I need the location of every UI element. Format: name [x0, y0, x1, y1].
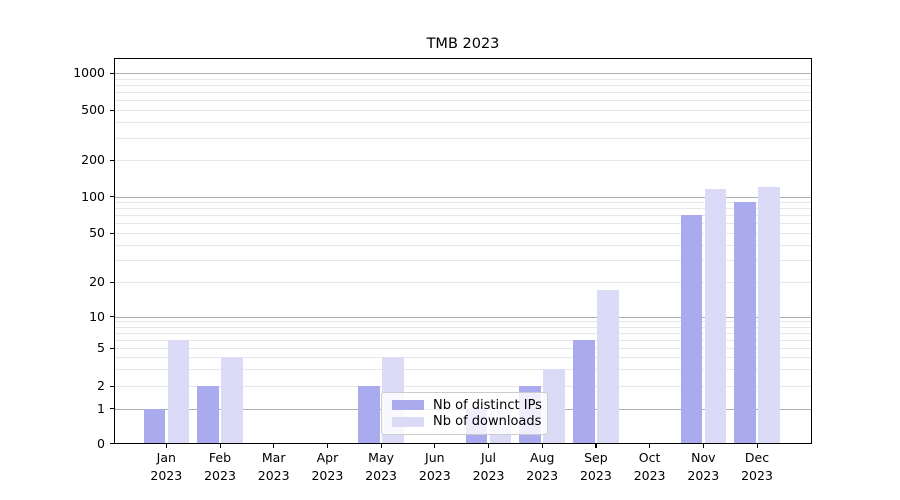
x-tick-mark — [434, 444, 436, 448]
y-gridline-major — [115, 196, 811, 198]
y-gridline-minor — [115, 202, 811, 204]
y-gridline-minor — [115, 208, 811, 210]
y-tick-mark — [110, 72, 114, 74]
y-tick-label: 1000 — [73, 64, 105, 80]
y-tick-mark — [110, 159, 114, 161]
x-tick-mark — [702, 444, 704, 448]
x-tick-mark — [273, 444, 275, 448]
y-tick-label: 200 — [81, 151, 105, 167]
y-gridline-minor — [115, 110, 811, 111]
x-tick-label: Apr 2023 — [311, 450, 344, 483]
x-tick-mark — [756, 444, 758, 448]
y-gridline-minor — [115, 332, 811, 334]
x-tick-mark — [165, 444, 167, 448]
bar-distinct-ips — [197, 386, 219, 444]
x-tick-mark — [595, 444, 597, 448]
y-gridline-minor — [115, 244, 811, 246]
y-gridline-minor — [115, 160, 811, 161]
y-tick-mark — [110, 232, 114, 234]
y-tick-mark — [110, 408, 114, 410]
y-tick-mark — [110, 196, 114, 198]
y-tick-mark — [110, 385, 114, 387]
x-tick-label: Aug 2023 — [526, 450, 559, 483]
y-tick-label: 10 — [89, 308, 105, 324]
y-gridline-minor — [115, 348, 811, 349]
y-gridline-minor — [115, 260, 811, 262]
y-gridline-minor — [115, 78, 811, 80]
y-tick-label: 20 — [89, 273, 105, 289]
x-tick-label: Jun 2023 — [418, 450, 451, 483]
y-gridline-minor — [115, 357, 811, 359]
x-tick-mark — [326, 444, 329, 448]
bar-distinct-ips — [573, 339, 595, 444]
y-tick-mark — [110, 443, 114, 445]
legend: Nb of distinct IPs Nb of downloads — [381, 392, 548, 435]
y-gridline-minor — [115, 339, 811, 341]
bar-downloads — [167, 339, 190, 444]
y-tick-label: 50 — [89, 224, 105, 240]
y-gridline-minor — [115, 100, 811, 102]
x-tick-label: Nov 2023 — [687, 450, 720, 483]
y-tick-label: 2 — [97, 377, 105, 393]
bar-downloads — [758, 186, 780, 444]
y-tick-mark — [110, 316, 114, 318]
y-tick-label: 100 — [81, 188, 105, 204]
y-gridline-minor — [115, 122, 811, 124]
y-tick-mark — [110, 109, 114, 111]
y-gridline-minor — [115, 137, 811, 139]
x-tick-label: Sep 2023 — [579, 450, 612, 483]
x-tick-mark — [541, 444, 543, 448]
bar-distinct-ips — [734, 202, 756, 444]
y-tick-mark — [110, 347, 114, 349]
bar-downloads — [543, 369, 565, 444]
y-gridline-major — [115, 73, 811, 74]
y-gridline-minor — [115, 215, 811, 217]
bar-downloads — [221, 357, 243, 444]
y-gridline-minor — [115, 386, 811, 387]
x-tick-mark — [219, 444, 221, 448]
bar-downloads — [704, 189, 727, 444]
y-tick-mark — [110, 281, 114, 283]
x-tick-label: Jan 2023 — [150, 450, 183, 483]
bar-downloads — [597, 290, 619, 444]
chart-title: TMB 2023 — [426, 36, 500, 52]
y-gridline-minor — [115, 369, 811, 371]
x-tick-label: Feb 2023 — [204, 450, 236, 483]
bar-distinct-ips — [680, 215, 703, 444]
y-gridline-major — [115, 316, 811, 318]
x-tick-label: May 2023 — [365, 450, 397, 483]
y-gridline-minor — [115, 92, 811, 94]
bar-distinct-ips — [143, 408, 166, 444]
y-gridline-minor — [115, 326, 811, 328]
legend-label-distinct-ips: Nb of distinct IPs — [433, 397, 542, 413]
legend-swatch-distinct-ips — [392, 400, 424, 411]
legend-label-downloads: Nb of downloads — [433, 414, 542, 430]
y-tick-label: 1 — [97, 400, 105, 416]
x-tick-mark — [649, 444, 651, 448]
legend-swatch-downloads — [392, 416, 424, 427]
x-tick-label: Dec 2023 — [741, 450, 773, 483]
x-tick-label: Mar 2023 — [257, 450, 290, 483]
y-tick-label: 500 — [81, 101, 105, 117]
x-tick-mark — [488, 444, 490, 448]
bar-distinct-ips — [358, 386, 380, 444]
y-gridline-minor — [115, 282, 811, 283]
x-tick-mark — [380, 444, 382, 448]
y-gridline-minor — [115, 233, 811, 234]
legend-item-downloads: Nb of downloads — [392, 414, 541, 429]
legend-item-distinct-ips: Nb of distinct IPs — [392, 397, 542, 413]
y-gridline-minor — [115, 321, 811, 323]
x-tick-label: Jul 2023 — [472, 450, 505, 483]
y-gridline-minor — [115, 84, 811, 86]
y-tick-label: 5 — [97, 339, 105, 355]
x-tick-label: Oct 2023 — [633, 450, 666, 483]
y-tick-label: 0 — [97, 435, 105, 451]
y-gridline-minor — [115, 223, 811, 225]
